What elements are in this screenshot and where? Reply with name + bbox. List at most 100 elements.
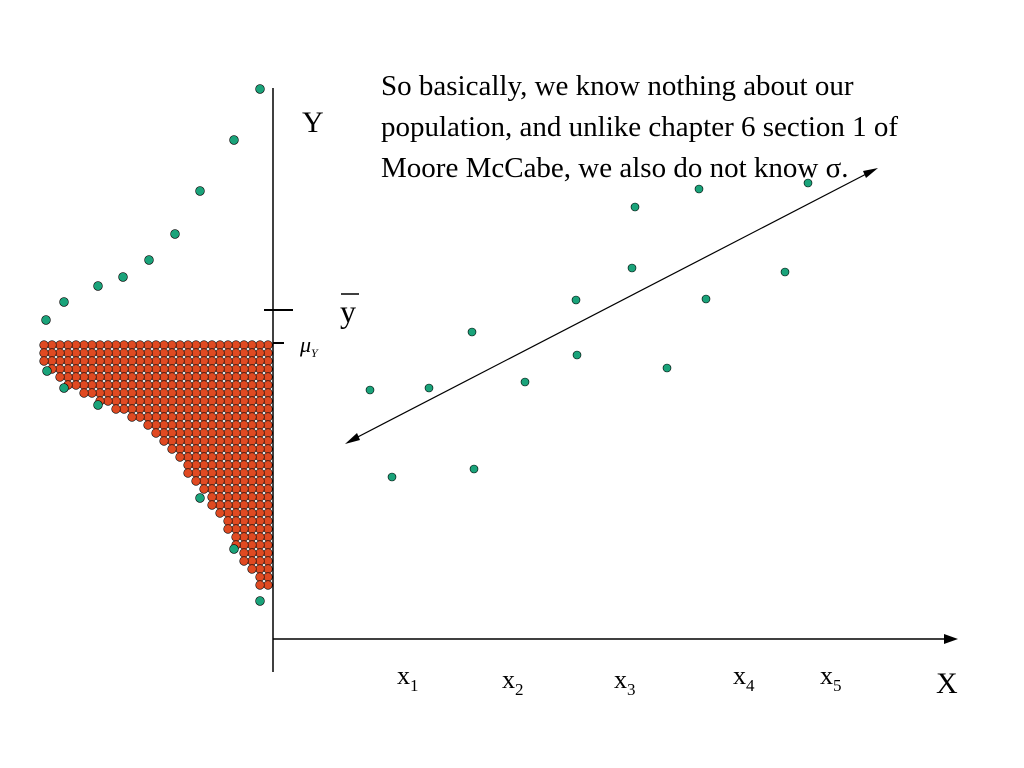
population-dot [183, 452, 193, 462]
population-dot [215, 492, 225, 502]
population-dot [239, 524, 249, 534]
population-dot [127, 396, 137, 406]
population-dot [151, 396, 161, 406]
population-dot [239, 468, 249, 478]
population-dot [215, 476, 225, 486]
population-dot [239, 500, 249, 510]
scatter-dot [424, 383, 434, 393]
population-dot [63, 356, 73, 366]
curve-dot [144, 255, 154, 265]
population-dot [263, 436, 273, 446]
population-dot [111, 348, 121, 358]
population-dot [255, 348, 265, 358]
population-dot [199, 444, 209, 454]
population-dot [263, 580, 273, 590]
population-dot [183, 388, 193, 398]
population-dot [223, 508, 233, 518]
population-dot [143, 364, 153, 374]
population-dot [247, 380, 257, 390]
population-dot [151, 364, 161, 374]
population-dot [143, 356, 153, 366]
mu-subscript: Y [311, 346, 319, 360]
population-dot [239, 388, 249, 398]
population-dot [215, 380, 225, 390]
population-dot [247, 404, 257, 414]
population-dot [263, 572, 273, 582]
mu-symbol: μ [299, 332, 311, 357]
population-dot [199, 340, 209, 350]
population-dot [175, 396, 185, 406]
regression-arrowhead-left [345, 433, 360, 444]
population-dot [223, 452, 233, 462]
population-dot [159, 348, 169, 358]
population-dot [39, 348, 49, 358]
population-dot [223, 476, 233, 486]
curve-dot [59, 383, 69, 393]
population-dot [239, 340, 249, 350]
population-dot [87, 364, 97, 374]
population-dot [231, 452, 241, 462]
population-dot [119, 404, 129, 414]
population-dot [143, 380, 153, 390]
population-dot [239, 380, 249, 390]
population-dot [263, 484, 273, 494]
population-dot [119, 364, 129, 374]
population-dot [159, 420, 169, 430]
population-dot [263, 356, 273, 366]
population-dot [263, 540, 273, 550]
population-dot [167, 340, 177, 350]
population-dot [191, 356, 201, 366]
population-dot [127, 348, 137, 358]
population-dot [191, 340, 201, 350]
population-dot [183, 364, 193, 374]
x-tick-3: x3 [614, 665, 636, 699]
population-dot [231, 380, 241, 390]
mu-y-label: μY [299, 332, 319, 360]
population-dot [143, 396, 153, 406]
population-dot [239, 508, 249, 518]
population-dot [231, 348, 241, 358]
population-dot [111, 388, 121, 398]
population-dot [223, 372, 233, 382]
population-dot [255, 420, 265, 430]
population-dot [255, 452, 265, 462]
population-dot [167, 436, 177, 446]
population-dot [175, 412, 185, 422]
population-dot [159, 412, 169, 422]
population-dot [247, 516, 257, 526]
population-dot [87, 372, 97, 382]
population-dot [71, 356, 81, 366]
population-dot [95, 356, 105, 366]
population-dot [79, 348, 89, 358]
population-dot [71, 372, 81, 382]
population-dot [199, 404, 209, 414]
population-dot [127, 412, 137, 422]
population-dot [135, 356, 145, 366]
population-dot [263, 524, 273, 534]
population-dot [255, 404, 265, 414]
population-dot [151, 428, 161, 438]
curve-dot [59, 297, 69, 307]
population-dot [183, 460, 193, 470]
population-dot [207, 500, 217, 510]
population-dot [207, 348, 217, 358]
population-dot [95, 340, 105, 350]
population-dot [255, 412, 265, 422]
population-dot [247, 436, 257, 446]
population-dot [215, 484, 225, 494]
population-dot [215, 388, 225, 398]
population-dot [95, 380, 105, 390]
population-dot [215, 436, 225, 446]
population-dot [175, 356, 185, 366]
population-dot [55, 364, 65, 374]
population-dot [47, 356, 57, 366]
population-dot [103, 348, 113, 358]
population-dot [183, 380, 193, 390]
population-dot [207, 452, 217, 462]
population-dot [159, 364, 169, 374]
population-dot [127, 356, 137, 366]
population-dot [167, 412, 177, 422]
scatter-dot [365, 385, 375, 395]
x-tick-labels: x1 x2 x3 x4 x5 [397, 661, 842, 699]
population-dot [247, 564, 257, 574]
